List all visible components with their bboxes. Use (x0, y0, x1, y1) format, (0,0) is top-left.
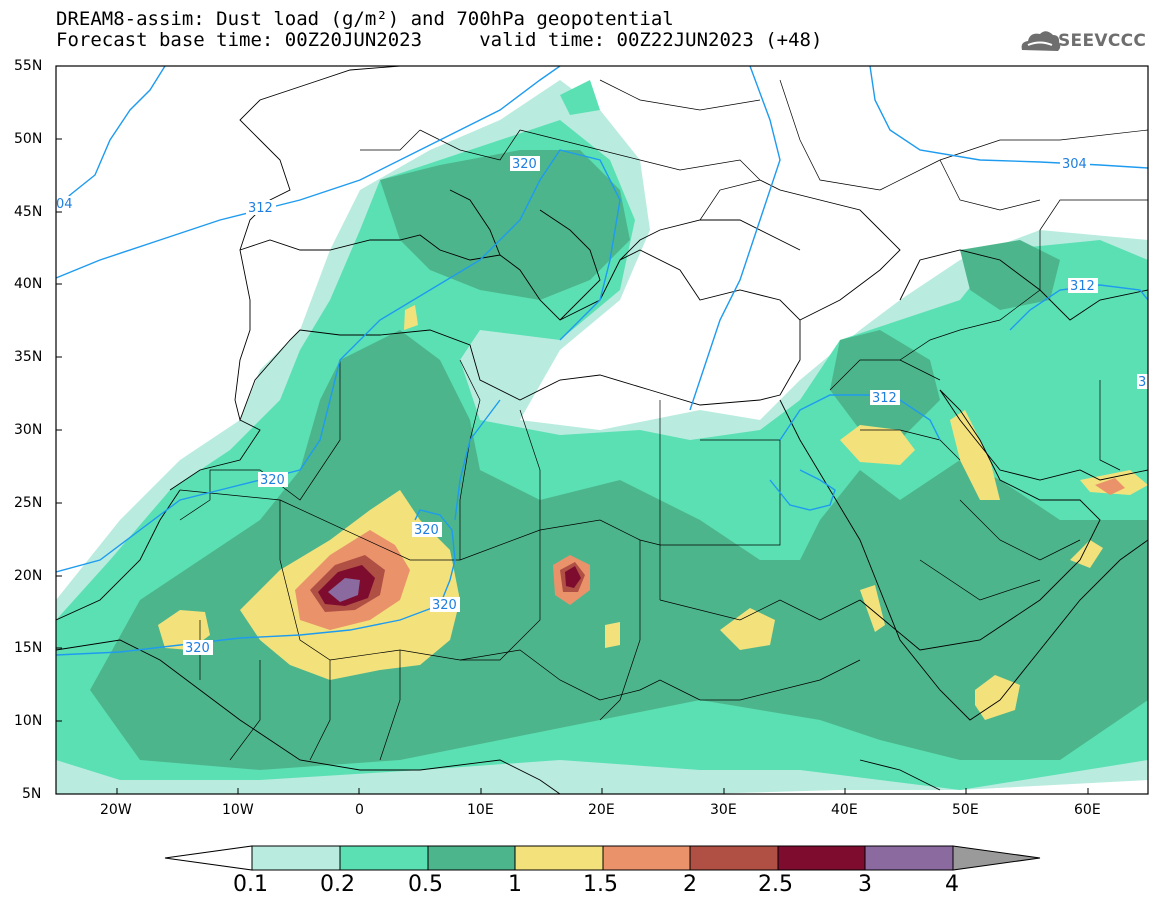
colorbar-label: 3 (858, 872, 872, 897)
lon-label: 50E (952, 802, 979, 818)
contour-label-304-east: 304 (1060, 156, 1090, 172)
colorbar-bin-3 (864, 845, 954, 871)
colorbar-bin-2-5 (777, 845, 866, 871)
colorbar-high-arrow (952, 845, 1041, 871)
colorbar-bin-1 (514, 845, 604, 871)
colorbar-bin-1-5 (602, 845, 691, 871)
logo-text: SEEVCCC (1058, 31, 1147, 51)
svg-text:312: 312 (1070, 279, 1095, 294)
contour-label: 320 (512, 157, 537, 172)
colorbar-label: 4 (945, 872, 959, 897)
colorbar-label: 0.1 (233, 872, 268, 897)
svg-text:320: 320 (185, 641, 210, 656)
lon-label: 40E (831, 802, 858, 818)
lat-label: 55N (14, 58, 43, 74)
colorbar-bin-0-5 (427, 845, 516, 871)
lon-label: 0 (355, 802, 364, 818)
colorbar-label: 0.5 (408, 872, 443, 897)
lat-label: 20N (14, 568, 43, 584)
lon-label: 60E (1074, 802, 1101, 818)
dust-layer-3 (328, 578, 360, 602)
lon-label: 20W (100, 802, 132, 818)
lat-label: 40N (14, 276, 43, 292)
contour-label-east-edge: 3 (1137, 374, 1148, 390)
lat-label: 35N (14, 349, 43, 365)
colorbar-bin-0-2 (339, 845, 429, 871)
contour-labels: 320 312 304 04 320 320 320 320 312 312 3 (56, 156, 1148, 656)
axis-ticks (56, 65, 1089, 794)
contour-label-320-europe: 320 (510, 156, 540, 172)
colorbar (164, 845, 1041, 871)
contour-label-320-sahara: 320 (258, 472, 288, 488)
map-title: DREAM8-assim: Dust load (g/m²) and 700hP… (56, 8, 674, 30)
lat-label: 10N (14, 713, 43, 729)
contour-label-304-west: 04 (56, 196, 74, 212)
lon-label: 10E (467, 802, 494, 818)
colorbar-label: 0.2 (320, 872, 355, 897)
lat-label: 45N (14, 204, 43, 220)
svg-text:304: 304 (1062, 157, 1087, 172)
contour-label-312-iran: 312 (1068, 278, 1098, 294)
contour-label-320-west: 320 (183, 640, 213, 656)
svg-text:04: 04 (56, 197, 73, 212)
lat-label: 50N (14, 131, 43, 147)
svg-text:3: 3 (1138, 375, 1146, 390)
lat-label: 25N (14, 495, 43, 511)
contour-label-320-centre: 320 (412, 522, 442, 538)
colorbar-label: 2.5 (758, 872, 793, 897)
lat-label: 15N (14, 640, 43, 656)
svg-text:320: 320 (260, 473, 285, 488)
cloud-icon (1021, 31, 1061, 51)
colorbar-bin-2 (689, 845, 779, 871)
colorbar-label: 2 (683, 872, 697, 897)
forecast-time-subtitle: Forecast base time: 00Z20JUN2023 valid t… (56, 29, 823, 51)
colorbar-label: 1 (508, 872, 522, 897)
svg-text:320: 320 (414, 523, 439, 538)
colorbar-low-arrow (164, 845, 253, 871)
svg-text:312: 312 (248, 201, 273, 216)
contour-label-320-south: 320 (430, 597, 460, 613)
lon-label: 20E (588, 802, 615, 818)
svg-text:312: 312 (872, 391, 897, 406)
contour-label-312-arabia: 312 (870, 390, 900, 406)
seevccc-logo (1021, 31, 1061, 51)
lon-label: 10W (222, 802, 254, 818)
lat-label: 30N (14, 422, 43, 438)
lat-label: 5N (22, 786, 42, 802)
colorbar-label: 1.5 (583, 872, 618, 897)
colorbar-bin-0-1 (251, 845, 341, 871)
lon-label: 30E (710, 802, 737, 818)
svg-text:320: 320 (432, 598, 457, 613)
contour-label-312-west: 312 (246, 200, 276, 216)
